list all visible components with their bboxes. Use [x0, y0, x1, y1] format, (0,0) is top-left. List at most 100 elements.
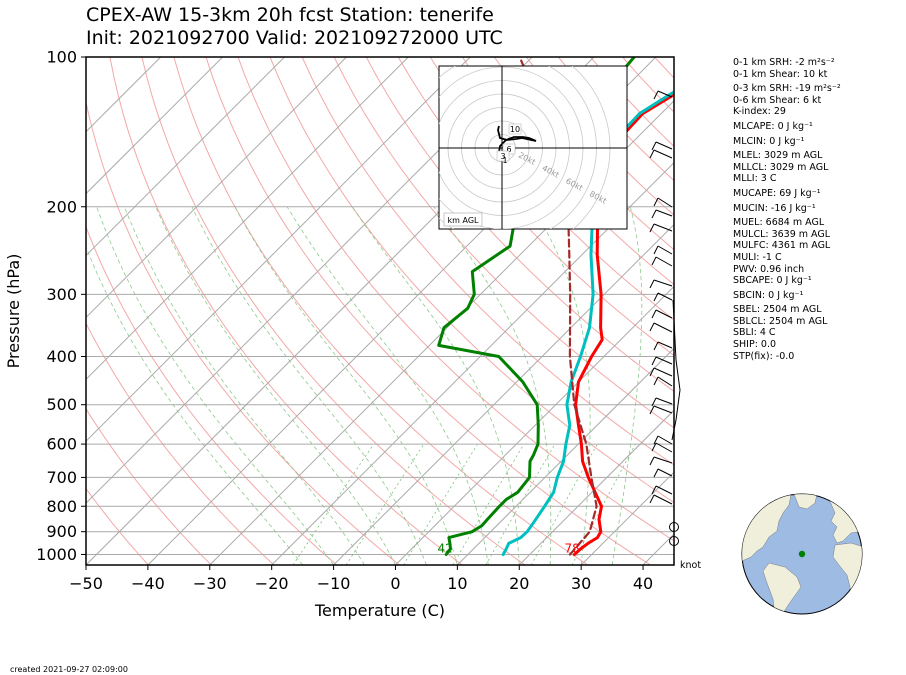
isotherm	[86, 57, 347, 319]
wind-barb	[653, 435, 673, 445]
index-row: MLEL: 3029 m AGL	[733, 150, 823, 162]
wind-barbs	[649, 90, 681, 546]
dry-adiabat	[86, 99, 400, 565]
moist-adiabat	[351, 206, 520, 565]
dry-adiabat	[429, 57, 674, 321]
dry-adiabat	[86, 225, 338, 565]
calm-wind-marker	[669, 522, 679, 532]
wind-barb	[651, 141, 673, 151]
hodograph-height-label: 10	[510, 125, 520, 134]
moist-adiabat	[286, 206, 489, 565]
wind-barb	[651, 442, 673, 453]
index-row: MUCIN: -16 J kg⁻¹	[733, 202, 816, 214]
temperature-axis: −50 −40 −30 −20 −10 0 10 20 30 40	[69, 565, 653, 593]
wind-barb	[649, 322, 673, 333]
wind-barb	[649, 149, 673, 159]
temperature-tick-label: 40	[633, 574, 653, 593]
index-row: SBLI: 4 C	[733, 327, 776, 339]
mixing-ratio-line	[292, 443, 375, 565]
index-row: SBEL: 2504 m AGL	[733, 304, 822, 316]
isotherm	[518, 409, 674, 565]
wind-barb	[651, 309, 673, 319]
x-axis-label: Temperature (C)	[314, 601, 445, 620]
hodograph-legend-label: km AGL	[448, 216, 480, 225]
wind-barb	[651, 485, 673, 495]
isotherm	[86, 57, 285, 257]
wind-barb	[653, 197, 673, 208]
moist-adiabat	[234, 206, 458, 565]
index-row: MULCL: 3639 m AGL	[733, 228, 831, 240]
pressure-tick-label: 400	[46, 347, 77, 366]
isotherm	[86, 57, 162, 133]
temperature-tick-label: −40	[131, 574, 165, 593]
created-timestamp: created 2021-09-27 02:09:00	[10, 665, 128, 674]
dry-adiabat	[365, 57, 674, 392]
index-row: MLLCL: 3029 m AGL	[733, 161, 829, 173]
chart-title-line2: Init: 2021092700 Valid: 202109272000 UTC	[86, 27, 503, 49]
moist-adiabat	[124, 206, 365, 565]
index-row: MUCAPE: 69 J kg⁻¹	[733, 187, 821, 199]
wind-barb	[653, 245, 673, 255]
chart-title-line1: CPEX-AW 15-3km 20h fcst Station: tenerif…	[86, 4, 494, 26]
index-row: K-index: 29	[733, 106, 786, 118]
index-row: SBCIN: 0 J kg⁻¹	[733, 289, 804, 301]
wind-barb	[651, 397, 673, 407]
temperature-tick-label: −20	[255, 574, 289, 593]
wind-barb	[653, 468, 673, 478]
dry-adiabat	[301, 57, 674, 466]
isotherm	[333, 223, 674, 565]
temperature-tick-label: 20	[509, 574, 529, 593]
index-row: SBLCL: 2504 m AGL	[733, 315, 828, 327]
pressure-axis: 100 200 300 400 500 600 700 800 900 1000	[36, 48, 86, 564]
index-row: 0-1 km Shear: 10 kt	[733, 68, 828, 80]
moist-adiabat	[611, 206, 643, 565]
index-row: MUEL: 6684 m AGL	[733, 217, 825, 229]
pressure-tick-label: 1000	[36, 545, 77, 564]
wind-barb	[649, 279, 673, 289]
pressure-tick-label: 700	[46, 468, 77, 487]
index-row: PWV: 0.96 inch	[733, 263, 805, 275]
isotherm	[271, 161, 674, 565]
station-marker	[798, 550, 806, 558]
hodograph-height-label: 1	[502, 156, 507, 165]
wind-barb	[651, 356, 673, 366]
dry-adiabat	[86, 487, 149, 565]
index-row: STP(fix): -0.0	[733, 350, 795, 362]
hodograph-height-label: 6	[506, 145, 511, 154]
location-globe	[741, 493, 863, 615]
y-axis-label: Pressure (hPa)	[4, 254, 23, 369]
wind-barb	[649, 367, 673, 377]
pressure-tick-label: 900	[46, 522, 77, 541]
index-row: SHIP: 0.0	[733, 339, 777, 351]
dry-adiabat	[333, 57, 674, 429]
hodograph-height-label: 3	[500, 152, 505, 161]
temperature-tick-label: −50	[69, 574, 103, 593]
wind-barb	[653, 341, 673, 351]
dry-adiabat	[86, 407, 212, 565]
dry-adiabat	[173, 57, 589, 565]
isotherm	[86, 57, 223, 195]
hodograph-height-box	[496, 150, 510, 162]
stability-indices: 0-1 km SRH: -2 m²s⁻² 0-1 km Shear: 10 kt 0…	[733, 57, 841, 362]
pressure-tick-label: 600	[46, 435, 77, 454]
wind-barb	[649, 494, 673, 505]
pressure-tick-label: 100	[46, 48, 77, 67]
temperature-tick-label: −10	[317, 574, 351, 593]
dry-adiabat	[205, 57, 651, 565]
dry-adiabat	[461, 57, 674, 286]
isotherm	[86, 57, 409, 381]
dry-adiabat	[109, 57, 463, 565]
index-row: 0-1 km SRH: -2 m²s⁻²	[733, 57, 835, 68]
surface-dewpoint-label: 42	[438, 542, 453, 556]
pressure-tick-label: 500	[46, 395, 77, 414]
surface-temperature-label: 78	[564, 542, 579, 556]
index-row: MLLI: 3 C	[733, 173, 777, 185]
isotherm	[580, 471, 674, 565]
wind-barb	[653, 376, 673, 387]
dry-adiabat	[397, 57, 674, 356]
hodograph-height-box	[508, 123, 522, 135]
moist-adiabat	[86, 245, 303, 565]
dry-adiabat	[269, 57, 674, 504]
index-row: MLCIN: 0 J kg⁻¹	[733, 135, 805, 147]
